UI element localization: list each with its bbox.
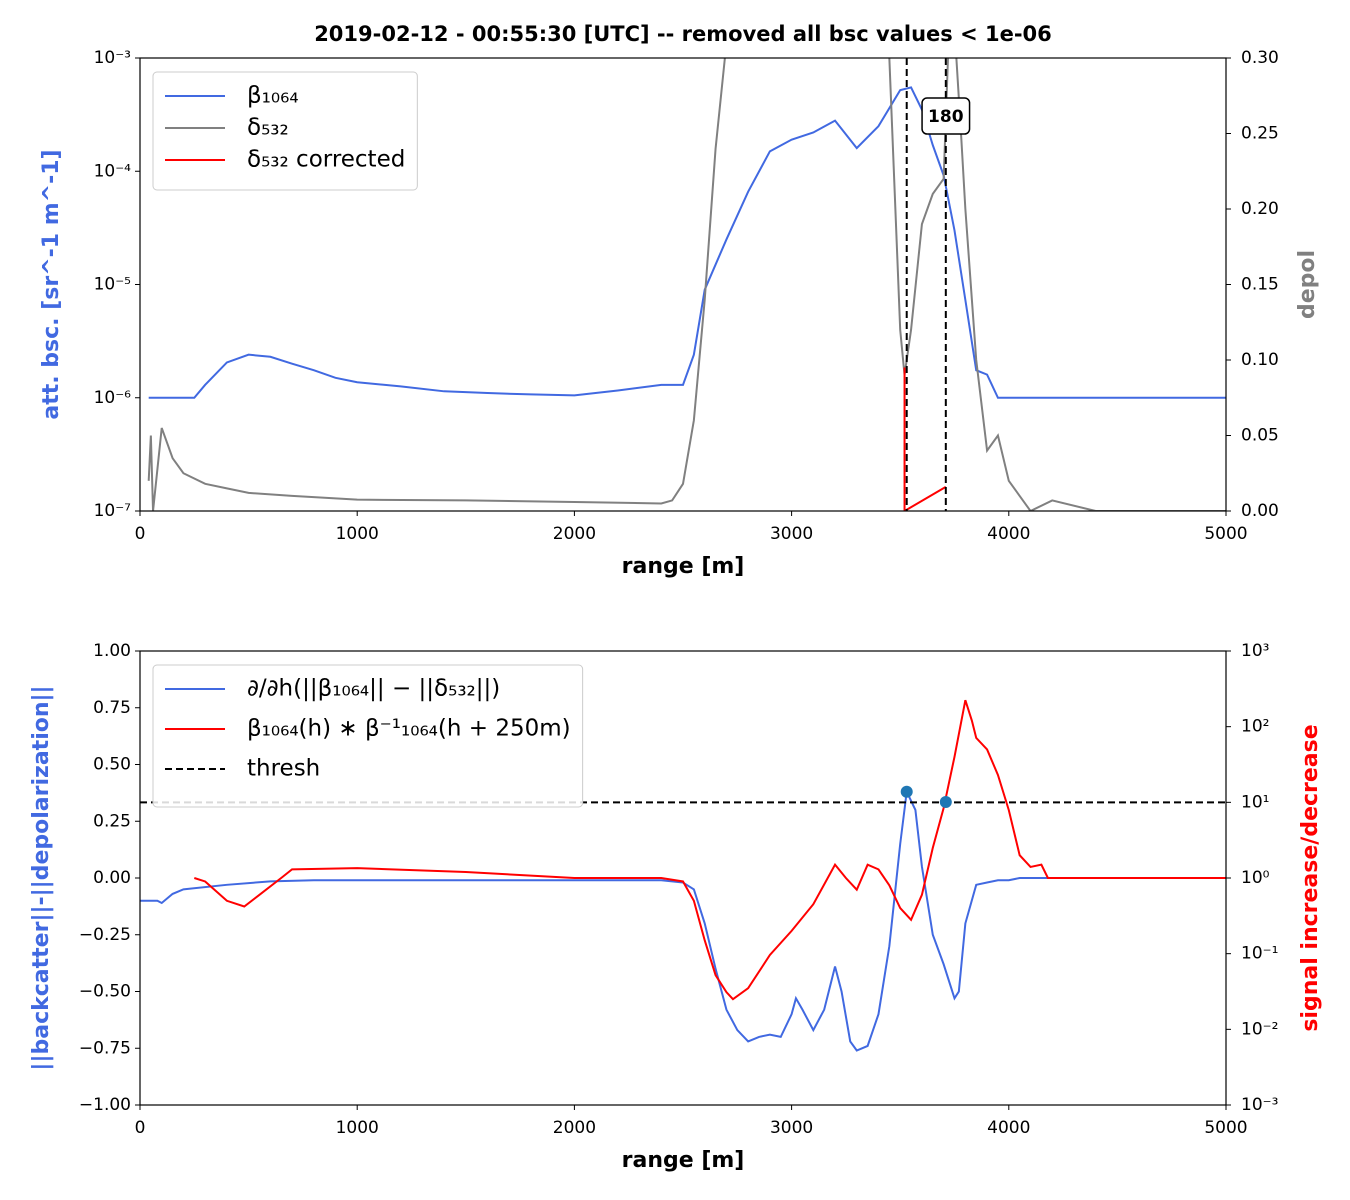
y-tick-label: 0.00 xyxy=(93,868,131,888)
axes-frame xyxy=(139,650,1227,1106)
y2-tick-label: 10⁻³ xyxy=(1241,1095,1278,1115)
y2-tick-label: 0.15 xyxy=(1241,275,1279,295)
series-line xyxy=(140,788,1226,1052)
y2-axis-label: signal increase/decrease xyxy=(1298,724,1323,1031)
series-line xyxy=(147,58,1226,511)
x-axis-label: range [m] xyxy=(622,554,745,579)
y-tick-label: −1.00 xyxy=(79,1095,131,1115)
legend-label: thresh xyxy=(247,756,320,782)
x-tick-label: 1000 xyxy=(336,524,379,544)
x-tick-label: 0 xyxy=(135,524,146,544)
y-tick-label: 10⁻⁴ xyxy=(94,161,132,181)
y-tick-label: 0.25 xyxy=(93,811,131,831)
series-line xyxy=(903,367,947,511)
x-tick-label: 3000 xyxy=(770,524,813,544)
y2-tick-label: 10⁰ xyxy=(1241,868,1270,888)
y2-tick-label: 10² xyxy=(1241,717,1269,737)
x-tick-label: 4000 xyxy=(987,1118,1030,1138)
legend-label: δ₅₃₂ corrected xyxy=(247,147,405,173)
y2-tick-label: 0.30 xyxy=(1241,48,1279,68)
x-axis-label: range [m] xyxy=(622,1148,745,1173)
y-axis-label: ||backcatter||-||depolarization|| xyxy=(29,685,54,1070)
y2-tick-label: 0.20 xyxy=(1241,199,1279,219)
x-tick-label: 0 xyxy=(135,1118,146,1138)
axes-frame xyxy=(139,57,1227,512)
y-tick-label: −0.75 xyxy=(79,1038,131,1058)
y2-axis-label: depol xyxy=(1295,250,1320,319)
series-line xyxy=(193,699,1226,1001)
y-axis-label: att. bsc. [sr^-1 m^-1] xyxy=(39,149,64,419)
peak-point xyxy=(900,785,913,798)
y-tick-label: 10⁻⁵ xyxy=(94,275,131,295)
y2-tick-label: 0.25 xyxy=(1241,124,1279,144)
legend-label: δ₅₃₂ xyxy=(247,115,289,141)
x-tick-label: 2000 xyxy=(553,524,596,544)
legend-label: ∂/∂h(||β₁₀₆₄|| − ||δ₅₃₂||) xyxy=(247,676,500,702)
y2-tick-label: 0.00 xyxy=(1241,501,1279,521)
plot-area xyxy=(147,58,1226,511)
y2-tick-label: 0.10 xyxy=(1241,350,1279,370)
y2-tick-label: 10³ xyxy=(1241,641,1269,661)
y-tick-label: −0.25 xyxy=(79,925,131,945)
y-tick-label: 0.50 xyxy=(93,755,131,775)
y-tick-label: 1.00 xyxy=(93,641,131,661)
y2-tick-label: 0.05 xyxy=(1241,426,1279,446)
legend-label: β₁₀₆₄(h) ∗ β⁻¹₁₀₆₄(h + 250m) xyxy=(247,716,571,742)
y2-tick-label: 10⁻² xyxy=(1241,1019,1278,1039)
y-tick-label: 10⁻⁶ xyxy=(94,388,132,408)
x-tick-label: 1000 xyxy=(336,1118,379,1138)
y-tick-label: 10⁻⁷ xyxy=(94,501,132,521)
annotation-box xyxy=(921,97,971,135)
y-tick-label: 0.75 xyxy=(93,698,131,718)
x-tick-label: 5000 xyxy=(1204,524,1247,544)
x-tick-label: 4000 xyxy=(987,524,1030,544)
chart-title: 2019-02-12 - 00:55:30 [UTC] -- removed a… xyxy=(314,22,1052,46)
peak-point xyxy=(939,795,952,808)
legend-box xyxy=(152,664,584,808)
x-tick-label: 5000 xyxy=(1204,1118,1247,1138)
y2-tick-label: 10⁻¹ xyxy=(1241,944,1278,964)
annotation: 180 xyxy=(928,107,964,127)
x-tick-label: 2000 xyxy=(553,1118,596,1138)
y-tick-label: −0.50 xyxy=(79,982,131,1002)
x-tick-label: 3000 xyxy=(770,1118,813,1138)
y2-tick-label: 10¹ xyxy=(1241,792,1269,812)
y-tick-label: 10⁻³ xyxy=(94,48,131,68)
legend-label: β₁₀₆₄ xyxy=(247,83,299,109)
